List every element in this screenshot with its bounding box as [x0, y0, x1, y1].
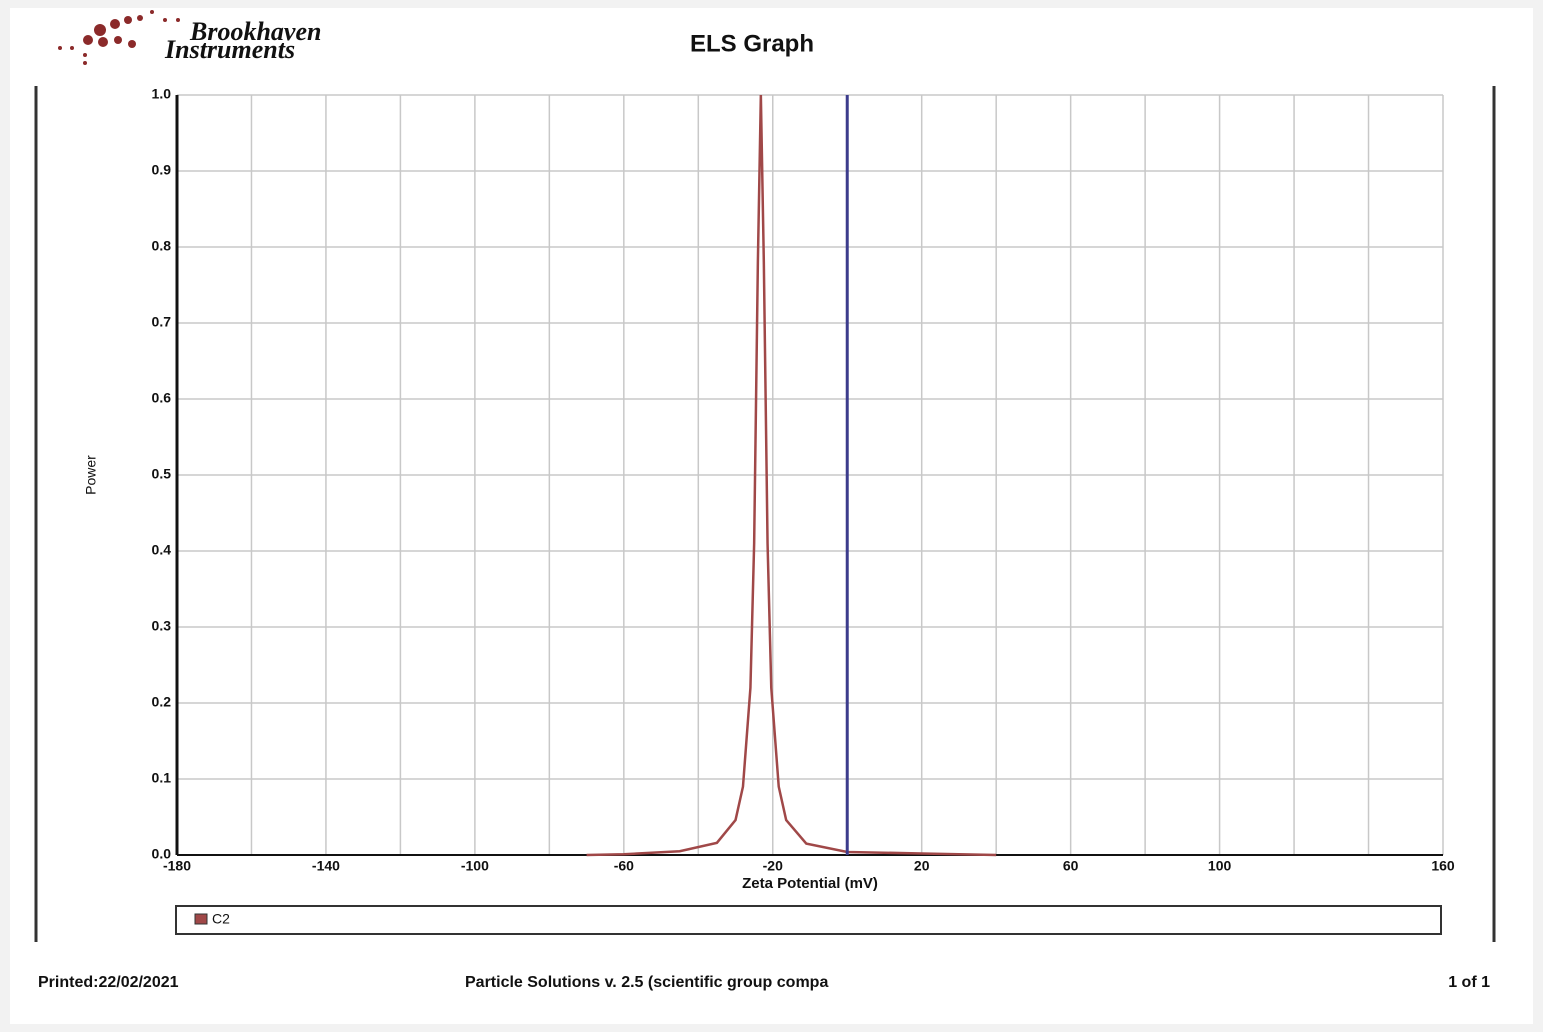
y-tick-label: 0.9 [152, 162, 172, 178]
y-axis-label: Power [83, 455, 99, 495]
x-tick-label: 60 [1063, 858, 1079, 874]
legend [175, 905, 1442, 935]
footer-page: 1 of 1 [1448, 974, 1490, 991]
footer-software: Particle Solutions v. 2.5 (scientific gr… [465, 974, 828, 991]
legend-label: C2 [212, 911, 230, 927]
x-tick-label: 100 [1208, 858, 1232, 874]
legend-swatch [194, 913, 208, 925]
series-line [586, 94, 997, 857]
x-tick-label: -100 [461, 858, 489, 874]
logo-text: Brookhaven [189, 17, 321, 46]
x-tick-label: -60 [614, 858, 634, 874]
y-tick-label: 0.1 [152, 770, 172, 786]
x-tick-label: -20 [763, 858, 783, 874]
x-tick-label: 160 [1431, 858, 1455, 874]
footer-printed: Printed:22/02/2021 [38, 974, 179, 991]
y-tick-label: 0.3 [152, 618, 172, 634]
y-tick-label: 0.5 [152, 466, 172, 482]
x-tick-label: 20 [914, 858, 930, 874]
chart-title: ELS Graph [690, 30, 814, 57]
y-tick-label: 0.8 [152, 238, 172, 254]
x-tick-label: -140 [312, 858, 340, 874]
y-tick-label: 0.2 [152, 694, 172, 710]
y-tick-label: 0.0 [152, 846, 172, 862]
x-axis-label: Zeta Potential (mV) [742, 875, 878, 892]
y-tick-label: 0.6 [152, 390, 172, 406]
logo-dots [58, 10, 180, 65]
x-tick-label: -180 [163, 858, 191, 874]
y-tick-label: 0.7 [152, 314, 172, 330]
y-tick-label: 0.4 [152, 542, 172, 558]
y-tick-label: 1.0 [152, 86, 172, 102]
logo-text: Instruments [164, 35, 295, 64]
